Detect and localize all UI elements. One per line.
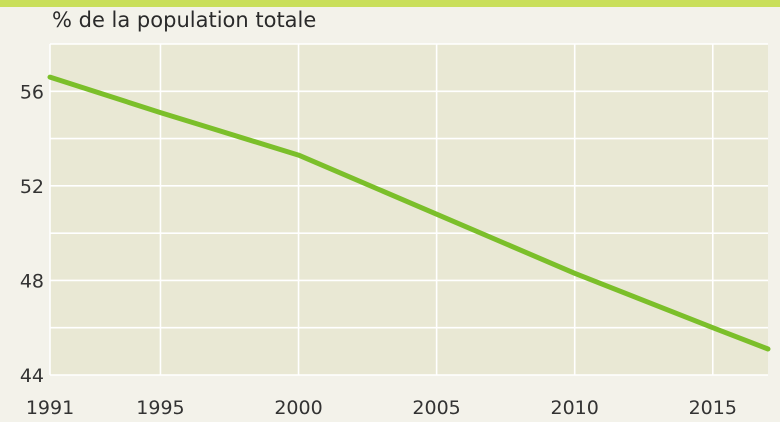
x-tick-label: 2015 — [689, 397, 737, 419]
x-tick-label: 2000 — [274, 397, 322, 419]
y-tick-label: 56 — [20, 81, 44, 103]
x-tick-label: 1995 — [136, 397, 184, 419]
x-tick-label: 2005 — [412, 397, 460, 419]
series-layer — [47, 74, 771, 352]
y-tick-label: 52 — [20, 176, 44, 198]
grid-lines — [49, 43, 768, 376]
x-tick-label: 1991 — [26, 397, 74, 419]
series-line — [47, 74, 771, 352]
y-axis-ticks: 44 48 52 56 — [20, 81, 44, 387]
y-tick-label: 48 — [20, 270, 44, 292]
y-tick-label: 44 — [20, 365, 44, 387]
chart-title: % de la population totale — [52, 8, 316, 32]
x-axis-ticks: 1991 1995 2000 2005 2010 2015 — [26, 397, 737, 419]
plot-area — [50, 44, 768, 375]
x-tick-label: 2010 — [551, 397, 599, 419]
top-accent-bar — [0, 0, 780, 7]
